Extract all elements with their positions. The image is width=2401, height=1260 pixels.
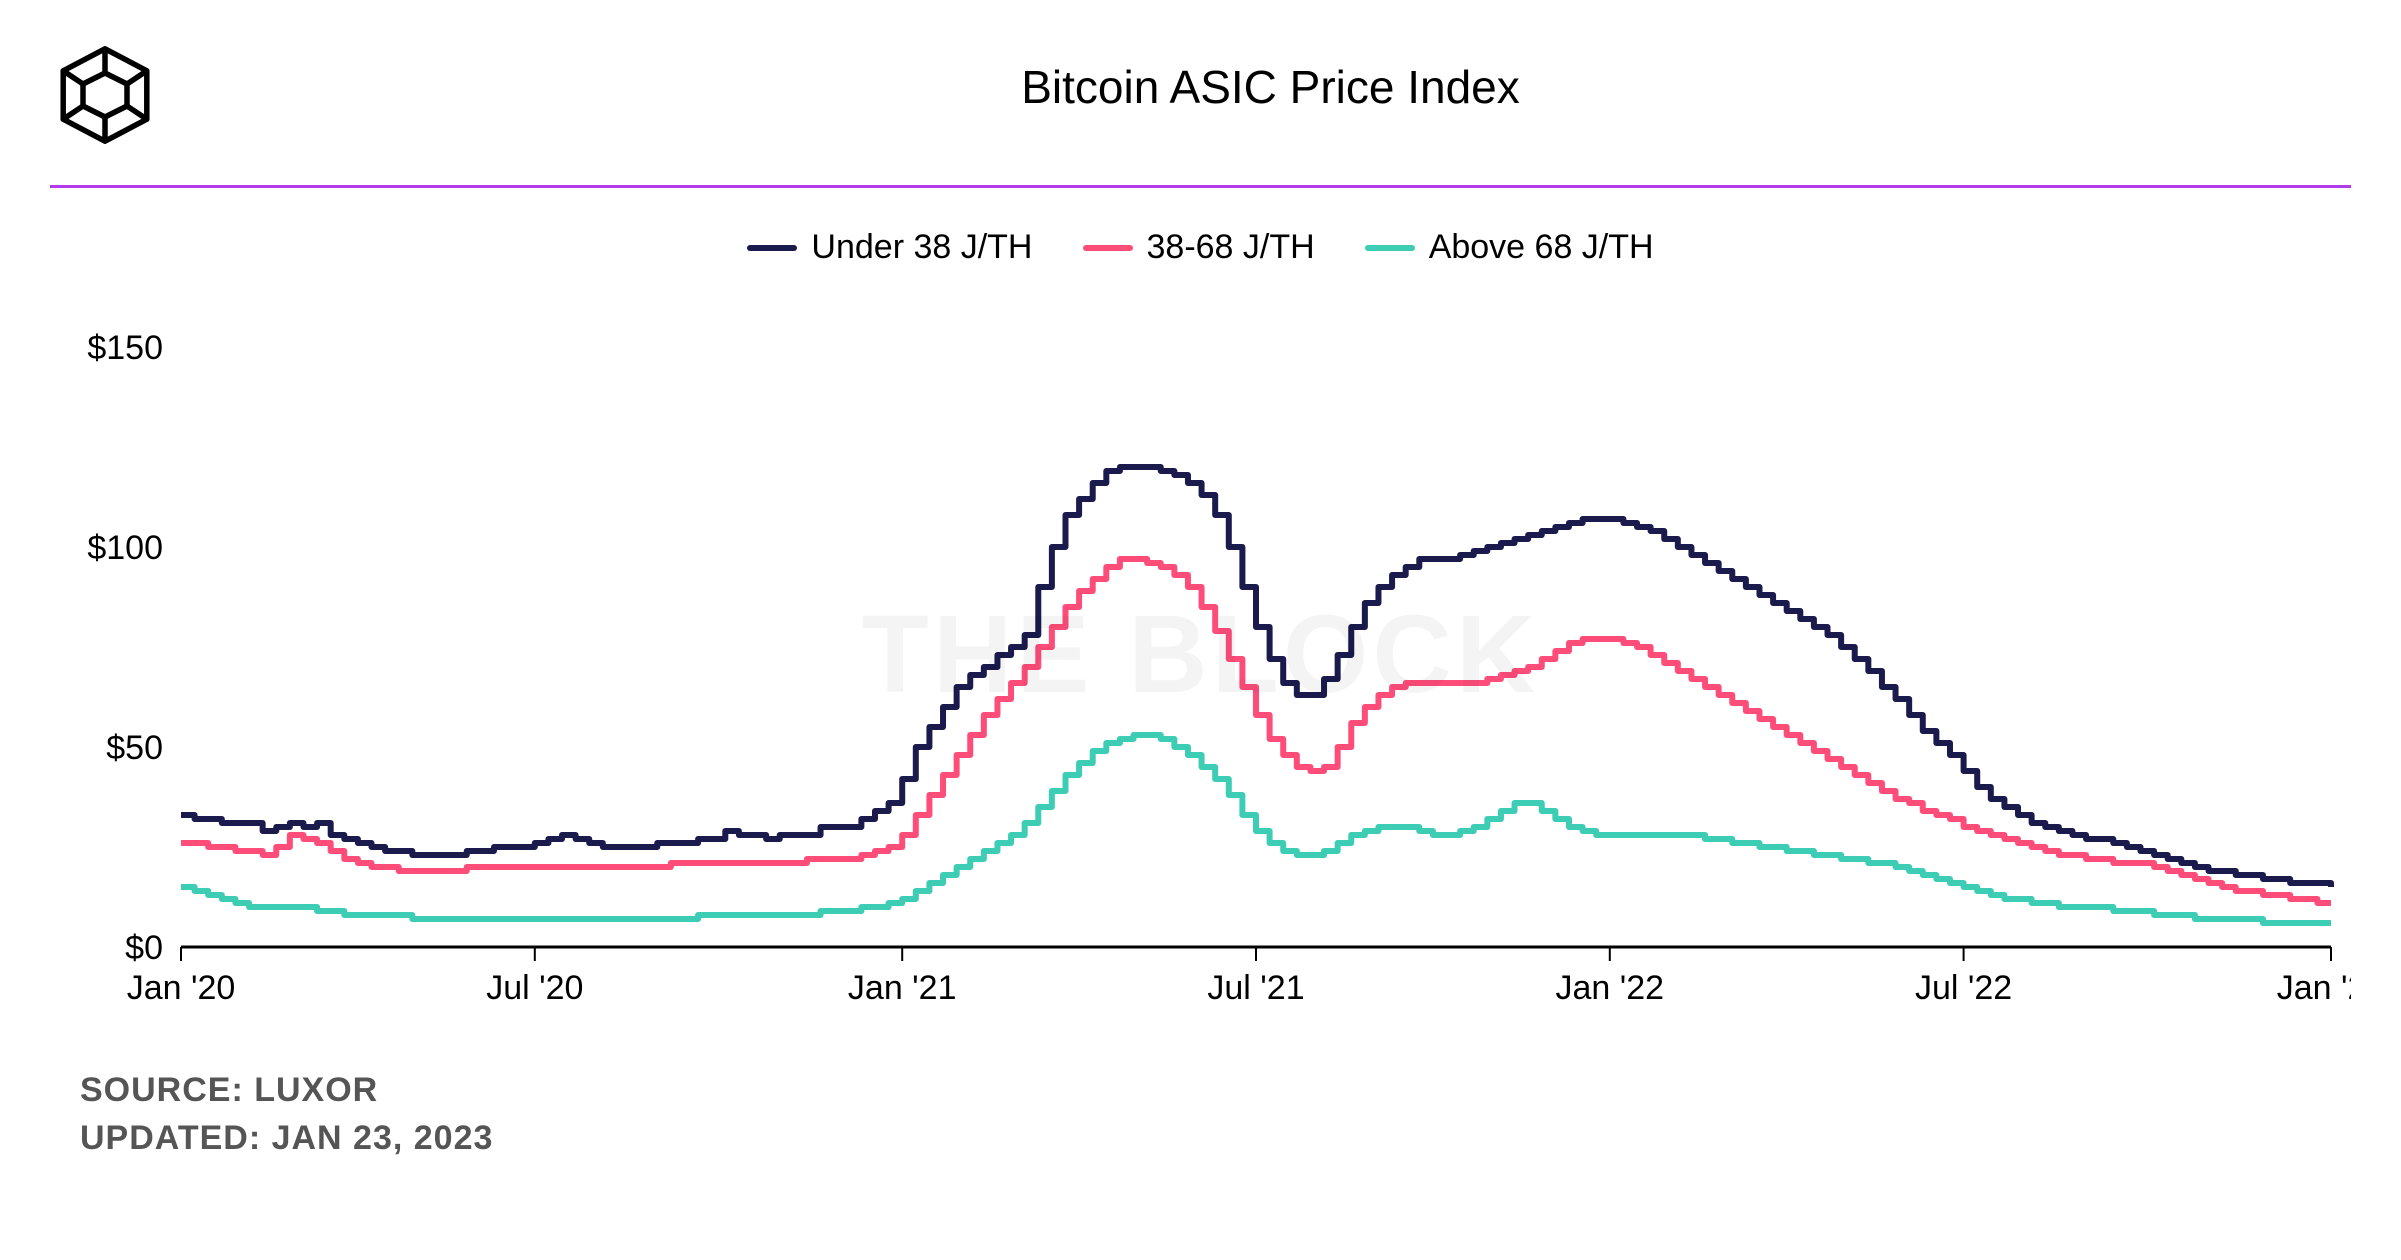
legend-item: Under 38 J/TH: [747, 228, 1032, 267]
x-tick-label: Jan '23: [2276, 969, 2350, 1007]
x-tick-label: Jan '22: [1555, 969, 1664, 1007]
y-tick-label: $0: [125, 929, 163, 967]
x-tick-label: Jul '20: [486, 969, 583, 1007]
divider: [50, 185, 2351, 188]
logo-cube-icon: [50, 40, 160, 155]
x-tick-label: Jul '22: [1914, 969, 2011, 1007]
x-tick-label: Jan '20: [126, 969, 235, 1007]
chart-area: THE BLOCK $0$50$100$150Jan '20Jul '20Jan…: [51, 297, 2351, 1037]
y-tick-label: $50: [106, 729, 163, 767]
legend-item: 38-68 J/TH: [1083, 228, 1315, 267]
legend-item: Above 68 J/TH: [1365, 228, 1654, 267]
chart-title: Bitcoin ASIC Price Index: [190, 60, 2351, 114]
x-tick-label: Jan '21: [847, 969, 956, 1007]
legend-swatch: [1365, 245, 1415, 251]
legend-label: 38-68 J/TH: [1147, 228, 1315, 267]
source-label: SOURCE: LUXOR: [80, 1067, 2351, 1115]
legend-swatch: [747, 245, 797, 251]
updated-label: UPDATED: JAN 23, 2023: [80, 1115, 2351, 1163]
legend-label: Above 68 J/TH: [1429, 228, 1654, 267]
legend-label: Under 38 J/TH: [811, 228, 1032, 267]
chart-svg: $0 $50 $100 $150 Jan '20 Jul '20 Jan '21 Jul '2…: [51, 297, 2351, 1037]
header: Bitcoin ASIC Price Index: [50, 40, 2351, 155]
y-tick-label: $100: [87, 529, 163, 567]
series-line: [181, 735, 2331, 923]
legend: Under 38 J/TH 38-68 J/TH Above 68 J/TH: [50, 228, 2351, 267]
y-tick-label: $150: [87, 329, 163, 367]
legend-swatch: [1083, 245, 1133, 251]
x-tick-label: Jul '21: [1207, 969, 1304, 1007]
footer: SOURCE: LUXOR UPDATED: JAN 23, 2023: [50, 1067, 2351, 1162]
